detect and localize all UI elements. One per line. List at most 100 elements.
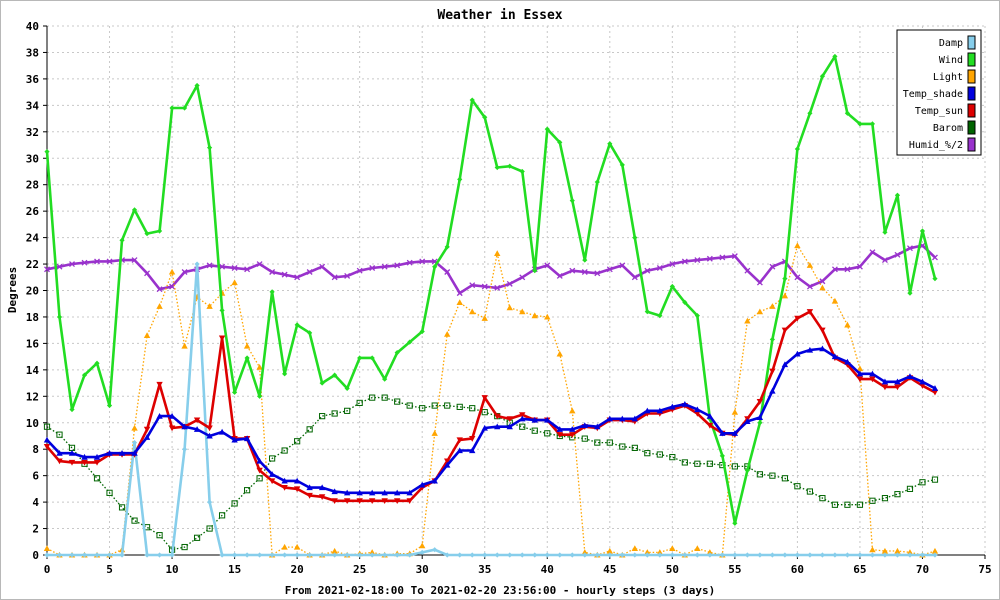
data-point-temp-sun: [68, 459, 76, 466]
x-tick-label: 60: [791, 563, 804, 576]
data-point-light: [669, 545, 676, 551]
data-point-light: [881, 547, 889, 554]
data-point-barom: [256, 475, 263, 482]
data-point-barom: [269, 455, 276, 462]
data-point-damp: [432, 547, 438, 553]
data-point-barom: [606, 439, 613, 446]
data-point-wind: [494, 164, 500, 171]
data-point-damp: [156, 552, 163, 558]
data-point-temp-sun: [331, 498, 338, 504]
data-point-temp-shade: [419, 481, 426, 488]
data-point-barom: [831, 501, 839, 508]
series-temp-shade: [43, 345, 939, 496]
data-point-damp: [569, 552, 575, 558]
series-damp: [44, 261, 938, 558]
y-tick-label: 20: [26, 285, 39, 298]
data-point-damp: [919, 552, 926, 558]
data-point-light: [506, 304, 513, 311]
data-point-damp: [732, 552, 738, 558]
data-point-barom: [431, 402, 438, 409]
data-point-temp-shade: [694, 406, 701, 413]
y-tick-label: 22: [26, 258, 39, 271]
data-point-humid-2: [469, 282, 476, 289]
data-point-humid-2: [631, 274, 638, 281]
legend-swatch-damp: [967, 35, 976, 50]
series-line-temp-sun: [46, 310, 936, 503]
data-point-damp: [282, 552, 288, 558]
data-point-barom: [856, 501, 864, 508]
y-tick-label: 16: [26, 337, 40, 350]
data-point-barom: [669, 454, 676, 461]
data-point-light: [331, 547, 338, 554]
data-point-barom: [469, 405, 476, 412]
data-point-damp: [81, 552, 88, 558]
data-point-temp-shade: [519, 415, 526, 422]
data-point-temp-sun: [318, 494, 326, 501]
data-point-wind: [206, 145, 213, 151]
chart-title: Weather in Essex: [437, 8, 562, 23]
data-point-damp: [844, 552, 851, 558]
data-point-barom: [419, 405, 426, 412]
data-point-barom: [919, 479, 926, 486]
data-point-temp-shade: [719, 430, 726, 436]
data-point-damp: [682, 552, 688, 558]
data-point-damp: [131, 439, 138, 446]
data-point-wind: [744, 467, 750, 473]
data-point-temp-shade: [481, 424, 488, 431]
data-point-damp: [632, 552, 638, 558]
data-point-wind: [69, 406, 75, 413]
data-point-damp: [582, 552, 588, 558]
data-point-humid-2: [181, 269, 188, 275]
data-point-temp-shade: [769, 387, 776, 394]
data-point-light: [631, 545, 639, 551]
data-point-temp-shade: [856, 370, 864, 377]
data-point-humid-2: [506, 280, 513, 287]
data-point-damp: [557, 552, 563, 558]
data-point-wind: [769, 336, 775, 343]
y-tick-label: 14: [26, 364, 40, 377]
data-point-light: [581, 549, 588, 555]
legend-swatch-light: [967, 69, 976, 84]
data-point-barom: [544, 430, 551, 437]
data-point-barom: [681, 459, 688, 466]
data-point-damp: [619, 552, 625, 558]
data-point-wind: [282, 371, 288, 377]
x-tick-label: 65: [853, 563, 866, 576]
data-point-wind: [932, 275, 938, 282]
data-point-wind: [519, 168, 525, 175]
data-point-temp-shade: [544, 416, 551, 423]
data-point-damp: [644, 552, 650, 558]
data-point-wind: [319, 380, 325, 386]
data-point-temp-shade: [531, 416, 538, 423]
data-point-light: [43, 545, 51, 551]
data-point-temp-shade: [56, 449, 63, 456]
data-point-barom: [756, 471, 763, 478]
data-point-humid-2: [932, 254, 938, 261]
legend-label-barom: Barom: [933, 123, 963, 134]
x-axis-label: From 2021-02-18:00 To 2021-02-20 23:56:0…: [285, 584, 715, 597]
data-point-humid-2: [281, 271, 288, 278]
data-point-temp-sun: [494, 413, 501, 420]
data-point-damp: [457, 552, 463, 558]
data-point-wind: [507, 163, 513, 169]
data-point-humid-2: [156, 286, 163, 293]
data-point-barom: [381, 394, 388, 401]
data-point-light: [281, 543, 288, 550]
data-point-wind: [407, 339, 413, 345]
data-point-barom: [43, 423, 51, 430]
data-point-light: [143, 332, 151, 339]
data-point-barom: [581, 435, 588, 442]
data-point-light: [206, 303, 213, 309]
data-point-temp-sun: [168, 425, 176, 432]
legend-swatch-temp-shade: [967, 86, 976, 101]
legend-label-damp: Damp: [939, 38, 963, 49]
y-tick-label: 4: [32, 496, 39, 509]
data-point-damp: [357, 552, 363, 558]
data-point-light: [519, 308, 526, 315]
data-point-temp-shade: [256, 457, 263, 464]
y-tick-label: 12: [26, 390, 39, 403]
data-point-temp-shade: [431, 477, 438, 484]
data-point-damp: [244, 552, 250, 558]
data-point-humid-2: [256, 261, 263, 268]
data-point-wind: [344, 385, 350, 391]
